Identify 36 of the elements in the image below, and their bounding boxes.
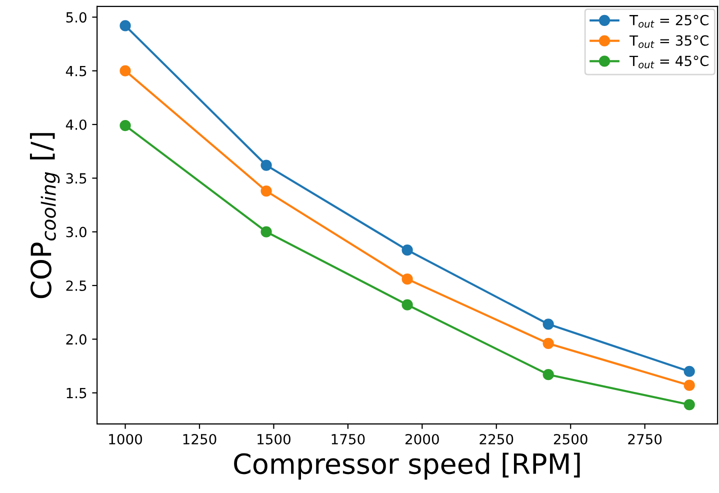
y-axis-title: COP$_{cooling}$ [/] bbox=[30, 133, 60, 298]
legend-label: T$_{out}$ = 45°C bbox=[629, 56, 708, 68]
point bbox=[684, 380, 695, 391]
y-tick-label: 4.0 bbox=[66, 119, 86, 130]
point bbox=[542, 369, 554, 380]
point bbox=[402, 299, 413, 310]
y-tick-label: 4.5 bbox=[66, 66, 86, 76]
x-tick-label: 2000 bbox=[406, 434, 439, 444]
x-tick-label: 1250 bbox=[183, 434, 216, 444]
legend-label: T$_{out}$ = 35°C bbox=[629, 35, 708, 48]
y-tick-label: 2.5 bbox=[66, 280, 86, 291]
point bbox=[542, 338, 554, 350]
y-tick-label: 5.0 bbox=[66, 12, 86, 23]
point bbox=[120, 65, 131, 76]
point bbox=[402, 274, 413, 285]
legend-label: T$_{out}$ = 25°C bbox=[629, 14, 708, 28]
point bbox=[260, 226, 272, 238]
point bbox=[120, 120, 131, 132]
y-tick-label: 3.0 bbox=[66, 226, 86, 238]
x-tick-label: 2750 bbox=[628, 434, 662, 444]
x-tick-label: 1000 bbox=[109, 434, 142, 444]
x-tick-label: 1750 bbox=[332, 434, 365, 444]
point bbox=[542, 318, 554, 330]
y-tick-label: 2.0 bbox=[66, 334, 86, 345]
x-axis-title: Compressor speed [RPM] bbox=[234, 452, 580, 480]
y-tick-label: 1.5 bbox=[66, 388, 86, 398]
y-tick-label: 3.5 bbox=[66, 173, 86, 184]
x-tick-label: 1500 bbox=[258, 434, 290, 444]
x-tick-label: 2250 bbox=[480, 434, 514, 444]
point bbox=[260, 160, 272, 171]
point bbox=[120, 20, 131, 32]
point bbox=[402, 244, 413, 256]
point bbox=[260, 185, 272, 197]
point bbox=[684, 399, 695, 410]
point bbox=[684, 366, 695, 377]
x-tick-label: 2500 bbox=[554, 434, 588, 444]
